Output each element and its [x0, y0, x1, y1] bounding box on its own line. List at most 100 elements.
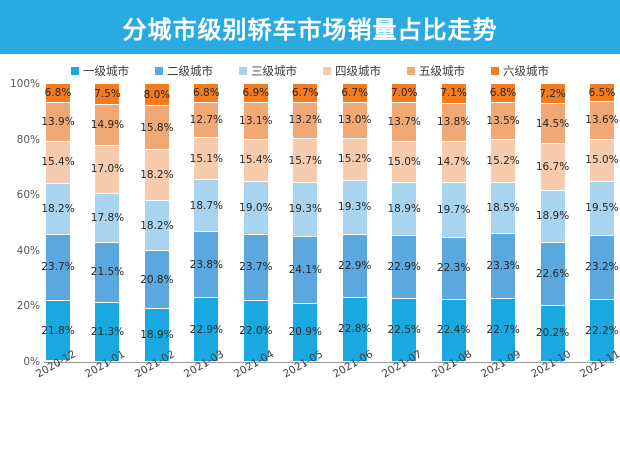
bar-segment[interactable]: 16.7% — [536, 144, 569, 191]
bar-segment-value-label: 19.3% — [288, 203, 322, 216]
bar-column[interactable]: 7.0% 13.7% 15.0% 18.9% 22.9% 22.5% — [387, 84, 421, 362]
bar-segment[interactable]: 19.3% — [289, 182, 322, 237]
bar-segment[interactable]: 15.0% — [387, 141, 421, 184]
bar-segment[interactable]: 7.5% — [94, 84, 121, 105]
legend-item[interactable]: 五级城市 — [407, 63, 465, 79]
bar-segment[interactable]: 19.0% — [239, 182, 272, 236]
bar-segment[interactable]: 12.7% — [190, 102, 223, 139]
bar-segment[interactable]: 6.8% — [490, 84, 516, 103]
bar-column[interactable]: 6.8% 12.7% 15.1% 18.7% 23.8% 22.9% — [190, 84, 223, 362]
bar-segment[interactable]: 22.6% — [536, 243, 569, 306]
bar-segment[interactable]: 7.0% — [391, 84, 418, 104]
bar-segment[interactable]: 6.8% — [193, 84, 220, 103]
bar-segment[interactable]: 13.0% — [338, 102, 371, 139]
bar-segment[interactable]: 18.9% — [140, 309, 174, 362]
bar-segment[interactable]: 22.8% — [338, 298, 371, 362]
bar-segment[interactable]: 8.0% — [144, 84, 170, 107]
legend-item[interactable]: 六级城市 — [491, 63, 549, 79]
bar-segment[interactable]: 22.7% — [486, 298, 520, 362]
bar-segment[interactable]: 13.1% — [239, 103, 272, 140]
legend-item[interactable]: 二级城市 — [155, 63, 213, 79]
bar-segment[interactable]: 18.2% — [41, 184, 75, 235]
bar-segment-value-label: 12.7% — [189, 114, 224, 127]
bar-segment-value-label: 14.9% — [90, 119, 125, 132]
legend-item[interactable]: 一级城市 — [71, 63, 129, 79]
bar-column[interactable]: 6.5% 13.6% 15.0% 19.5% 23.2% 22.2% — [585, 84, 619, 362]
bar-segment[interactable]: 15.4% — [239, 139, 272, 183]
bar-segment[interactable]: 6.9% — [242, 84, 269, 104]
bar-segment[interactable]: 6.5% — [589, 84, 615, 103]
bar-segment[interactable]: 22.3% — [437, 237, 470, 300]
bar-segment[interactable]: 15.0% — [585, 139, 619, 182]
bar-segment[interactable]: 6.7% — [341, 84, 368, 103]
bar-column[interactable]: 6.9% 13.1% 15.4% 19.0% 23.7% 22.0% — [239, 84, 272, 362]
bar-segment[interactable]: 21.5% — [91, 242, 124, 303]
bar-segment[interactable]: 22.9% — [190, 298, 223, 362]
bar-segment[interactable]: 18.7% — [190, 180, 223, 233]
legend-swatch-icon — [323, 67, 331, 75]
bar-segment[interactable]: 21.3% — [91, 302, 124, 362]
bar-segment[interactable]: 14.7% — [437, 142, 470, 183]
bar-segment[interactable]: 20.9% — [289, 303, 322, 362]
bar-segment[interactable]: 17.8% — [91, 193, 124, 243]
bar-segment[interactable]: 22.2% — [585, 300, 619, 362]
bar-segment[interactable]: 18.9% — [387, 183, 421, 236]
x-axis-label-slot: 2021-03 — [182, 348, 226, 428]
bar-column[interactable]: 8.0% 15.8% 18.2% 18.2% 20.8% 18.9% — [140, 84, 174, 362]
legend-item[interactable]: 三级城市 — [239, 63, 297, 79]
bar-segment[interactable]: 14.9% — [91, 104, 124, 147]
bar-segment[interactable]: 15.2% — [338, 138, 371, 181]
bar-segment[interactable]: 22.5% — [387, 299, 421, 362]
bar-segment[interactable]: 6.7% — [292, 84, 319, 103]
bar-segment[interactable]: 19.7% — [437, 182, 470, 238]
bar-segment[interactable]: 14.5% — [536, 104, 569, 145]
bar-segment[interactable]: 23.7% — [239, 235, 272, 301]
bar-segment[interactable]: 19.5% — [585, 181, 619, 236]
bar-segment[interactable]: 19.3% — [338, 181, 371, 235]
bar-segment[interactable]: 18.5% — [486, 182, 520, 235]
bar-column[interactable]: 6.8% 13.5% 15.2% 18.5% 23.3% 22.7% — [486, 84, 520, 362]
bar-segment[interactable]: 23.2% — [585, 235, 619, 301]
bar-segment-value-label: 13.6% — [585, 114, 619, 127]
bar-segment[interactable]: 21.8% — [41, 300, 75, 362]
bar-segment[interactable]: 23.8% — [190, 232, 223, 299]
bar-segment[interactable]: 7.1% — [440, 84, 467, 104]
bar-segment[interactable]: 13.5% — [486, 102, 520, 141]
bar-segment[interactable]: 6.8% — [45, 84, 71, 103]
x-axis-label-slot: 2021-05 — [281, 348, 325, 428]
bar-segment[interactable]: 18.9% — [536, 190, 569, 244]
bar-segment[interactable]: 15.1% — [190, 138, 223, 181]
bar-segment[interactable]: 23.3% — [486, 234, 520, 299]
bar-segment[interactable]: 7.2% — [539, 84, 566, 104]
bar-segment[interactable]: 13.8% — [437, 103, 470, 143]
bar-segment[interactable]: 20.8% — [140, 251, 174, 310]
bar-segment-value-label: 21.3% — [90, 325, 125, 338]
bar-segment[interactable]: 22.9% — [338, 234, 371, 299]
bar-segment[interactable]: 22.0% — [239, 300, 272, 362]
bar-column[interactable]: 7.5% 14.9% 17.0% 17.8% 21.5% 21.3% — [91, 84, 124, 362]
bar-segment[interactable]: 13.9% — [41, 102, 75, 142]
bar-column[interactable]: 6.7% 13.2% 15.7% 19.3% 24.1% 20.9% — [289, 84, 322, 362]
bar-column[interactable]: 7.1% 13.8% 14.7% 19.7% 22.3% 22.4% — [437, 84, 470, 362]
bar-segment[interactable]: 15.8% — [140, 106, 174, 151]
bar-segment[interactable]: 18.2% — [140, 200, 174, 252]
bar-segment[interactable]: 13.2% — [289, 102, 322, 140]
bar-segment[interactable]: 23.7% — [41, 234, 75, 301]
bar-segment[interactable]: 22.4% — [437, 299, 470, 362]
bar-segment[interactable]: 17.0% — [91, 146, 124, 194]
bar-column[interactable]: 6.8% 13.9% 15.4% 18.2% 23.7% 21.8% — [41, 84, 75, 362]
bar-segment[interactable]: 13.6% — [585, 102, 619, 140]
legend-item[interactable]: 四级城市 — [323, 63, 381, 79]
bar-segment[interactable]: 15.7% — [289, 139, 322, 183]
bar-segment[interactable]: 13.7% — [387, 103, 421, 142]
bar-segment[interactable]: 15.2% — [486, 140, 520, 183]
bar-segment[interactable]: 24.1% — [289, 236, 322, 304]
bar-segment[interactable]: 22.9% — [387, 235, 421, 300]
bar-segment-value-label: 18.2% — [140, 168, 174, 181]
bar-segment-value-label: 22.6% — [535, 268, 570, 281]
bar-segment[interactable]: 20.2% — [536, 305, 569, 362]
bar-segment[interactable]: 18.2% — [140, 150, 174, 201]
bar-segment[interactable]: 15.4% — [41, 141, 75, 185]
bar-column[interactable]: 6.7% 13.0% 15.2% 19.3% 22.9% 22.8% — [338, 84, 371, 362]
bar-column[interactable]: 7.2% 14.5% 16.7% 18.9% 22.6% 20.2% — [536, 84, 569, 362]
